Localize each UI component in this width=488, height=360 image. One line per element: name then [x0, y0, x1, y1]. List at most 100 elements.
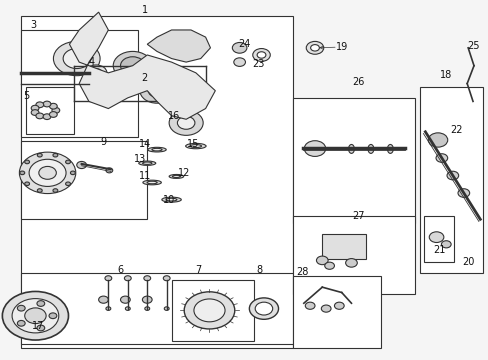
Circle shape [36, 102, 43, 108]
Ellipse shape [142, 180, 161, 185]
Text: 26: 26 [352, 77, 364, 87]
Circle shape [142, 296, 152, 303]
Bar [292, 98, 414, 223]
Circle shape [428, 232, 443, 243]
Circle shape [70, 171, 75, 175]
Circle shape [249, 298, 278, 319]
Text: 19: 19 [335, 42, 347, 52]
Circle shape [124, 276, 131, 281]
Circle shape [194, 299, 224, 322]
Ellipse shape [166, 198, 177, 201]
Circle shape [144, 307, 149, 310]
Circle shape [63, 49, 90, 68]
Text: 7: 7 [195, 265, 201, 275]
Circle shape [85, 65, 107, 81]
Ellipse shape [147, 147, 166, 152]
Circle shape [20, 171, 25, 175]
Circle shape [125, 307, 130, 310]
Ellipse shape [348, 144, 354, 153]
Bar [292, 216, 414, 294]
Circle shape [140, 78, 174, 103]
Bar [419, 87, 482, 273]
Circle shape [24, 182, 29, 185]
Bar [21, 141, 147, 219]
Text: 27: 27 [352, 211, 364, 221]
Bar [26, 87, 74, 134]
Circle shape [37, 301, 44, 306]
Circle shape [113, 51, 152, 80]
Circle shape [65, 160, 70, 164]
Circle shape [171, 37, 191, 51]
Text: 6: 6 [117, 265, 123, 275]
Text: 9: 9 [100, 138, 106, 148]
Circle shape [169, 111, 203, 135]
Circle shape [53, 153, 58, 157]
Circle shape [18, 305, 25, 311]
Text: 8: 8 [256, 265, 262, 275]
Text: 28: 28 [296, 267, 308, 277]
Circle shape [305, 41, 323, 54]
Circle shape [177, 116, 195, 129]
Circle shape [20, 152, 76, 194]
Bar [21, 16, 292, 348]
Text: 5: 5 [23, 91, 30, 101]
Text: 4: 4 [88, 57, 94, 67]
Circle shape [29, 159, 66, 186]
Circle shape [43, 114, 51, 120]
Text: 12: 12 [177, 168, 189, 178]
Circle shape [457, 189, 468, 197]
Ellipse shape [367, 144, 373, 153]
Text: 22: 22 [449, 125, 461, 135]
Circle shape [90, 68, 102, 77]
Text: 16: 16 [167, 111, 180, 121]
Circle shape [304, 141, 325, 157]
Circle shape [25, 308, 46, 324]
Text: 15: 15 [187, 139, 199, 149]
Circle shape [232, 42, 246, 53]
Polygon shape [147, 30, 210, 62]
Ellipse shape [139, 161, 156, 165]
Circle shape [233, 58, 245, 66]
Circle shape [441, 241, 450, 248]
Circle shape [18, 320, 25, 326]
Circle shape [12, 298, 59, 333]
Circle shape [77, 161, 86, 168]
Text: 24: 24 [238, 39, 250, 49]
Circle shape [31, 110, 39, 116]
Ellipse shape [147, 181, 157, 184]
Circle shape [37, 189, 42, 192]
Text: 14: 14 [139, 139, 151, 149]
Circle shape [252, 49, 270, 62]
Text: 17: 17 [32, 321, 44, 332]
Circle shape [120, 296, 130, 303]
Circle shape [345, 258, 357, 267]
Bar [322, 234, 366, 258]
Circle shape [334, 302, 344, 309]
Circle shape [49, 103, 57, 109]
Circle shape [43, 101, 51, 107]
Text: 10: 10 [163, 195, 175, 204]
Circle shape [257, 52, 265, 58]
Ellipse shape [172, 175, 180, 177]
Circle shape [255, 302, 272, 315]
Circle shape [143, 276, 150, 281]
Ellipse shape [162, 197, 181, 202]
Circle shape [106, 168, 113, 173]
Circle shape [53, 189, 58, 192]
Bar [292, 276, 380, 348]
Circle shape [49, 112, 57, 117]
Circle shape [99, 296, 108, 303]
Circle shape [321, 305, 330, 312]
Circle shape [49, 313, 57, 319]
Bar [424, 216, 453, 262]
Circle shape [120, 57, 144, 75]
Text: 1: 1 [142, 5, 147, 15]
Circle shape [184, 292, 234, 329]
Text: 18: 18 [439, 69, 451, 80]
Circle shape [36, 113, 43, 119]
Circle shape [427, 133, 447, 147]
Ellipse shape [152, 148, 162, 151]
Circle shape [163, 276, 170, 281]
Circle shape [310, 45, 319, 51]
Circle shape [37, 325, 44, 331]
